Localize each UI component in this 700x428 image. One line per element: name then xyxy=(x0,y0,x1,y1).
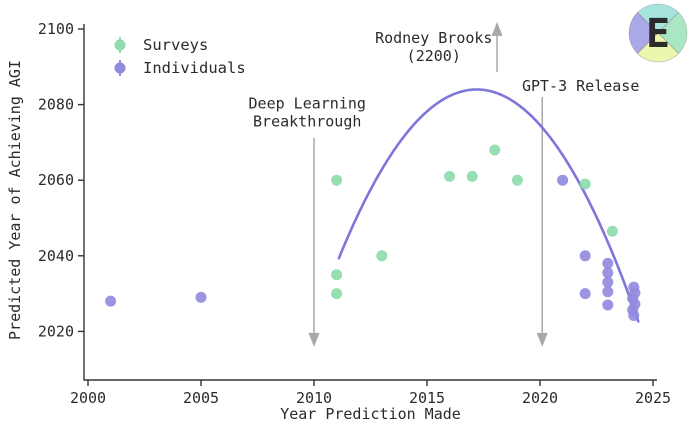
legend-marker-dot xyxy=(114,62,126,74)
legend-marker-dot xyxy=(114,39,126,51)
data-point-individuals xyxy=(602,299,614,311)
y-tick-label: 2040 xyxy=(38,247,74,265)
data-point-individuals xyxy=(602,257,614,269)
data-point-individuals xyxy=(579,250,591,262)
logo-wedge-top xyxy=(637,3,679,34)
arrow-up-icon xyxy=(491,21,503,36)
y-axis-label: Predicted Year of Achieving AGI xyxy=(6,60,24,340)
data-point-surveys xyxy=(444,170,456,182)
data-point-individuals xyxy=(105,295,117,307)
legend-label: Surveys xyxy=(143,36,208,54)
x-tick-label: 2000 xyxy=(70,389,106,407)
data-point-surveys xyxy=(489,144,501,156)
data-point-individuals xyxy=(602,276,614,288)
data-point-surveys xyxy=(511,174,523,186)
epoch-logo: E xyxy=(628,3,688,63)
data-point-surveys xyxy=(376,250,388,262)
annotation-text-deep-learning-breakthrough: Deep Learning xyxy=(249,94,366,112)
logo-wedge-right xyxy=(657,12,688,54)
arrow-down-icon xyxy=(536,332,548,347)
data-point-individuals xyxy=(628,310,640,322)
data-point-individuals xyxy=(579,288,591,300)
arrow-down-icon xyxy=(308,332,320,347)
logo-wedge-left xyxy=(628,12,659,54)
annotation-text-deep-learning-breakthrough: Breakthrough xyxy=(253,112,361,130)
x-tick-label: 2015 xyxy=(409,389,445,407)
annotation-text-rodney-brooks: (2200) xyxy=(407,47,461,65)
legend-label: Individuals xyxy=(143,59,246,77)
y-tick-label: 2080 xyxy=(38,96,74,114)
x-tick-label: 2010 xyxy=(296,389,332,407)
data-point-individuals xyxy=(557,174,569,186)
data-point-surveys xyxy=(606,225,618,237)
legend: Surveys Individuals xyxy=(114,36,246,77)
y-tick-label: 2060 xyxy=(38,171,74,189)
annotation-text-gpt3-release: GPT-3 Release xyxy=(522,77,639,95)
x-tick-label: 2020 xyxy=(522,389,558,407)
y-tick-label: 2020 xyxy=(38,322,74,340)
data-point-individuals xyxy=(195,291,207,303)
data-point-surveys xyxy=(466,170,478,182)
data-point-individuals xyxy=(602,286,614,298)
data-point-surveys xyxy=(331,269,343,281)
annotation-text-rodney-brooks: Rodney Brooks xyxy=(375,29,492,47)
trend-curve xyxy=(337,88,640,323)
data-points xyxy=(105,144,641,322)
logo-letter: E xyxy=(646,11,670,57)
x-axis-label: Year Prediction Made xyxy=(280,405,461,423)
y-tick-label: 2100 xyxy=(38,20,74,38)
data-point-individuals xyxy=(602,267,614,279)
axes: 2000 2005 2010 2015 2020 2025 2020 2040 2060 2080… xyxy=(6,20,671,423)
x-tick-label: 2005 xyxy=(183,389,219,407)
data-point-surveys xyxy=(331,288,343,300)
data-point-surveys xyxy=(331,174,343,186)
x-tick-label: 2025 xyxy=(635,389,671,407)
axis-spines xyxy=(83,24,657,381)
data-point-surveys xyxy=(579,178,591,190)
trend-curve-path xyxy=(337,88,640,323)
logo-wedge-bottom xyxy=(637,32,679,63)
